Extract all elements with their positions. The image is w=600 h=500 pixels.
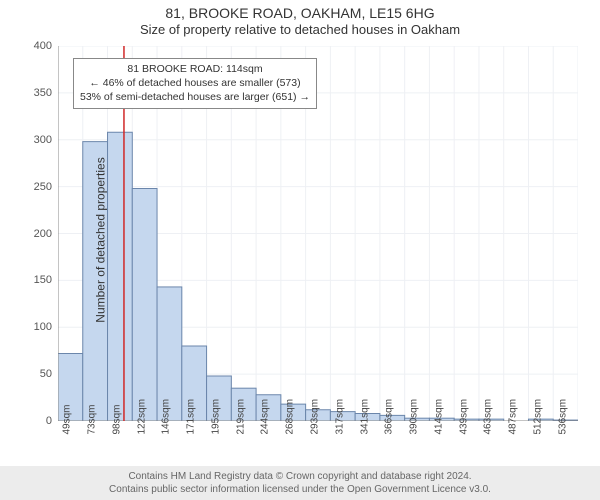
annotation-line-2: ← 46% of detached houses are smaller (57… [80,76,310,90]
attribution: Contains HM Land Registry data © Crown c… [0,466,600,500]
chart-container: 81, BROOKE ROAD, OAKHAM, LE15 6HG Size o… [0,0,600,500]
y-tick-label: 50 [2,368,52,380]
y-tick-label: 100 [2,321,52,333]
y-tick-label: 300 [2,134,52,146]
y-tick-label: 0 [2,415,52,427]
y-tick-label: 350 [2,87,52,99]
annotation-line-1: 81 BROOKE ROAD: 114sqm [80,62,310,76]
y-tick-label: 200 [2,228,52,240]
attribution-line-1: Contains HM Land Registry data © Crown c… [6,470,594,483]
annotation-box: 81 BROOKE ROAD: 114sqm ← 46% of detached… [73,58,317,109]
histogram-bar [108,132,133,421]
y-tick-label: 400 [2,40,52,52]
histogram-bar [132,189,157,422]
page-subtitle: Size of property relative to detached ho… [0,22,600,39]
y-axis-title: Number of detached properties [94,157,108,322]
page-title: 81, BROOKE ROAD, OAKHAM, LE15 6HG [0,0,600,22]
chart-area: 050100150200250300350400 49sqm73sqm98sqm… [58,46,578,421]
y-tick-label: 250 [2,181,52,193]
y-tick-label: 150 [2,274,52,286]
annotation-line-3: 53% of semi-detached houses are larger (… [80,90,310,104]
attribution-line-2: Contains public sector information licen… [6,483,594,496]
